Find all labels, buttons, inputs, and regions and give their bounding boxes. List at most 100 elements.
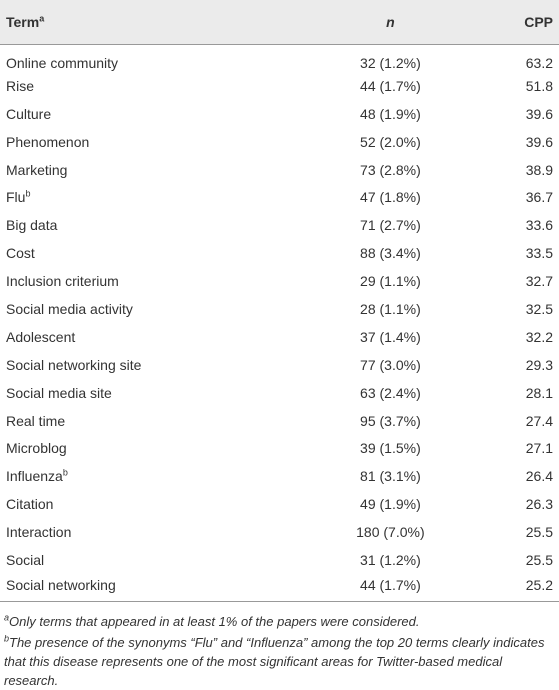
term: Social media site	[6, 384, 112, 401]
footnote-text: The presence of the synonyms “Flu” and “…	[4, 635, 545, 689]
table-row: Citation 49 (1.9%) 26.3	[0, 490, 559, 518]
n-cell: 48 (1.9%)	[360, 105, 421, 122]
term-cell: Marketing	[0, 156, 307, 184]
footnotes: aOnly terms that appeared in at least 1%…	[0, 602, 559, 690]
cpp-cell: 27.4	[525, 412, 553, 429]
cpp-cell: 27.1	[525, 440, 553, 457]
term: Flu	[6, 189, 26, 206]
header-cell: CPP	[474, 0, 559, 44]
term-cell: Social media activity	[0, 295, 307, 323]
term: Marketing	[6, 161, 68, 178]
term: Real time	[6, 412, 66, 429]
table-row: Real time 95 (3.7%) 27.4	[0, 407, 559, 435]
header-text: CPP	[524, 13, 553, 30]
term-cell: Social networking	[0, 574, 307, 602]
header-row: Terma n CPP	[0, 0, 559, 44]
n-cell: 47 (1.8%)	[360, 189, 421, 206]
cpp-cell: 63.2	[525, 55, 553, 72]
cpp-cell: 25.2	[525, 576, 553, 593]
cpp-cell: 39.6	[525, 133, 553, 150]
cpp-cell: 26.4	[525, 468, 553, 485]
n-cell: 95 (3.7%)	[360, 412, 421, 429]
term: Rise	[6, 77, 35, 94]
footnote-mark: b	[25, 188, 31, 199]
term: Inclusion criterium	[6, 273, 119, 290]
term-cell: Big data	[0, 211, 307, 239]
n-cell: 77 (3.0%)	[360, 356, 421, 373]
table-row: Social 31 (1.2%) 25.5	[0, 546, 559, 574]
cpp-cell: 33.5	[525, 245, 553, 262]
footnote-mark: a	[39, 13, 45, 24]
term: Citation	[6, 496, 54, 513]
n-cell: 63 (2.4%)	[360, 384, 421, 401]
table-row: Flub 47 (1.8%) 36.7	[0, 183, 559, 211]
data-table: Terma n CPP Online community 32 (1.2%) 63.2 Ri…	[0, 0, 559, 602]
term-cell: Rise	[0, 72, 307, 100]
term: Culture	[6, 105, 52, 122]
term-cell: Social networking site	[0, 351, 307, 379]
term-cell: Online community	[0, 44, 307, 72]
cpp-cell: 32.5	[525, 300, 553, 317]
cpp-cell: 36.7	[525, 189, 553, 206]
term: Adolescent	[6, 328, 76, 345]
table-body: Online community 32 (1.2%) 63.2 Rise 44 (1.7…	[0, 44, 559, 602]
table-row: Adolescent 37 (1.4%) 32.2	[0, 323, 559, 351]
footnote: bThe presence of the synonyms “Flu” and …	[4, 633, 555, 690]
cpp-cell: 51.8	[525, 77, 553, 94]
term-cell: Culture	[0, 100, 307, 128]
term: Influenza	[6, 468, 63, 485]
n-cell: 44 (1.7%)	[360, 576, 421, 593]
cpp-cell: 29.3	[525, 356, 553, 373]
term: Big data	[6, 217, 58, 234]
cpp-cell: 26.3	[525, 496, 553, 513]
n-cell: 28 (1.1%)	[360, 300, 421, 317]
term: Social networking site	[6, 356, 142, 373]
footnote-mark: b	[4, 633, 10, 644]
cpp-cell: 33.6	[525, 217, 553, 234]
cpp-cell: 39.6	[525, 105, 553, 122]
table-row: Culture 48 (1.9%) 39.6	[0, 100, 559, 128]
n-cell: 81 (3.1%)	[360, 468, 421, 485]
term-cell: Microblog	[0, 434, 307, 462]
cpp-cell: 28.1	[525, 384, 553, 401]
cpp-cell: 32.7	[525, 273, 553, 290]
cpp-cell: 25.5	[525, 524, 553, 541]
table-header: Terma n CPP	[0, 0, 559, 44]
table-row: Social media site 63 (2.4%) 28.1	[0, 379, 559, 407]
table-row: Social networking site 77 (3.0%) 29.3	[0, 351, 559, 379]
header-cell: Terma	[0, 0, 307, 44]
table-row: Cost 88 (3.4%) 33.5	[0, 239, 559, 267]
term: Online community	[6, 55, 119, 72]
footnote-text: Only terms that appeared in at least 1% …	[9, 614, 420, 630]
term-cell: Phenomenon	[0, 128, 307, 156]
cpp-cell: 32.2	[525, 328, 553, 345]
header-text: Term	[6, 13, 40, 30]
n-cell: 73 (2.8%)	[360, 161, 421, 178]
header-cell: n	[307, 0, 474, 44]
n-cell: 52 (2.0%)	[360, 133, 421, 150]
table-row: Microblog 39 (1.5%) 27.1	[0, 434, 559, 462]
cpp-cell: 25.5	[525, 551, 553, 568]
term-cell: Real time	[0, 407, 307, 435]
table-row: Phenomenon 52 (2.0%) 39.6	[0, 128, 559, 156]
term: Microblog	[6, 440, 67, 457]
n-cell: 71 (2.7%)	[360, 217, 421, 234]
n-cell: 44 (1.7%)	[360, 77, 421, 94]
table-row: Online community 32 (1.2%) 63.2	[0, 44, 559, 72]
term: Interaction	[6, 524, 72, 541]
term: Social	[6, 551, 45, 568]
n-cell: 88 (3.4%)	[360, 245, 421, 262]
n-cell: 37 (1.4%)	[360, 328, 421, 345]
table-row: Rise 44 (1.7%) 51.8	[0, 72, 559, 100]
footnote: aOnly terms that appeared in at least 1%…	[4, 612, 555, 631]
term-cell: Interaction	[0, 518, 307, 546]
table-row: Influenzab 81 (3.1%) 26.4	[0, 462, 559, 490]
n-cell: 32 (1.2%)	[360, 55, 421, 72]
n-cell: 31 (1.2%)	[360, 551, 421, 568]
term: Social networking	[6, 576, 116, 593]
term-cell: Inclusion criterium	[0, 267, 307, 295]
header-text: n	[386, 13, 395, 30]
term-cell: Social	[0, 546, 307, 574]
